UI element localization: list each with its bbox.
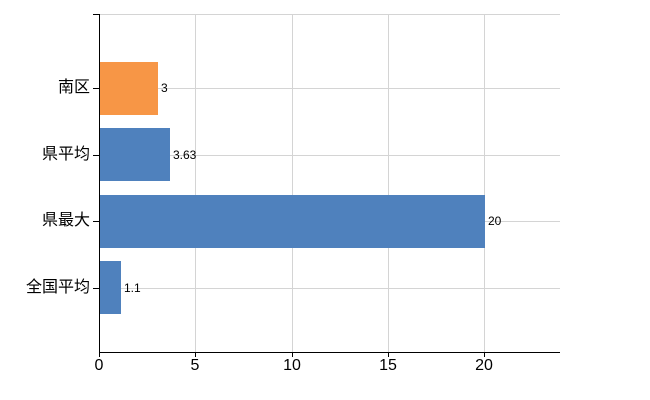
y-axis-label: 県平均 xyxy=(41,146,90,163)
y-axis-label: 全国平均 xyxy=(25,279,90,296)
y-axis-tick xyxy=(93,221,99,222)
x-axis-label: 15 xyxy=(379,357,397,374)
x-axis-tick xyxy=(292,353,293,357)
x-gridline xyxy=(292,14,293,352)
category-gridline xyxy=(99,155,560,156)
category-gridline xyxy=(99,288,560,289)
value-label: 3 xyxy=(161,81,168,95)
x-gridline xyxy=(195,14,196,352)
y-axis-line xyxy=(99,14,100,356)
y-axis-label: 県最大 xyxy=(41,212,90,229)
x-axis-line xyxy=(99,352,560,353)
y-axis-label: 南区 xyxy=(57,79,90,96)
category-gridline xyxy=(99,88,560,89)
x-axis-tick xyxy=(99,353,100,357)
y-axis-tick xyxy=(93,155,99,156)
bar-1 xyxy=(100,62,158,115)
value-label: 20 xyxy=(488,214,502,228)
x-gridline xyxy=(388,14,389,352)
y-axis-tick xyxy=(93,88,99,89)
bar-2 xyxy=(100,128,170,181)
x-axis-label: 20 xyxy=(475,357,493,374)
value-label: 3.63 xyxy=(173,148,197,162)
x-axis-label: 10 xyxy=(283,357,301,374)
x-gridline xyxy=(484,14,485,352)
x-axis-tick xyxy=(388,353,389,357)
value-label: 1.1 xyxy=(124,281,141,295)
y-axis-tick xyxy=(93,288,99,289)
x-axis-tick xyxy=(484,353,485,357)
bar-3 xyxy=(100,195,485,248)
bar-4 xyxy=(100,261,121,314)
y-axis-top-tick xyxy=(93,14,99,15)
x-axis-tick xyxy=(195,353,196,357)
x-axis-label: 5 xyxy=(190,357,200,374)
plot-top-gridline xyxy=(99,14,560,15)
x-axis-label: 0 xyxy=(94,357,104,374)
